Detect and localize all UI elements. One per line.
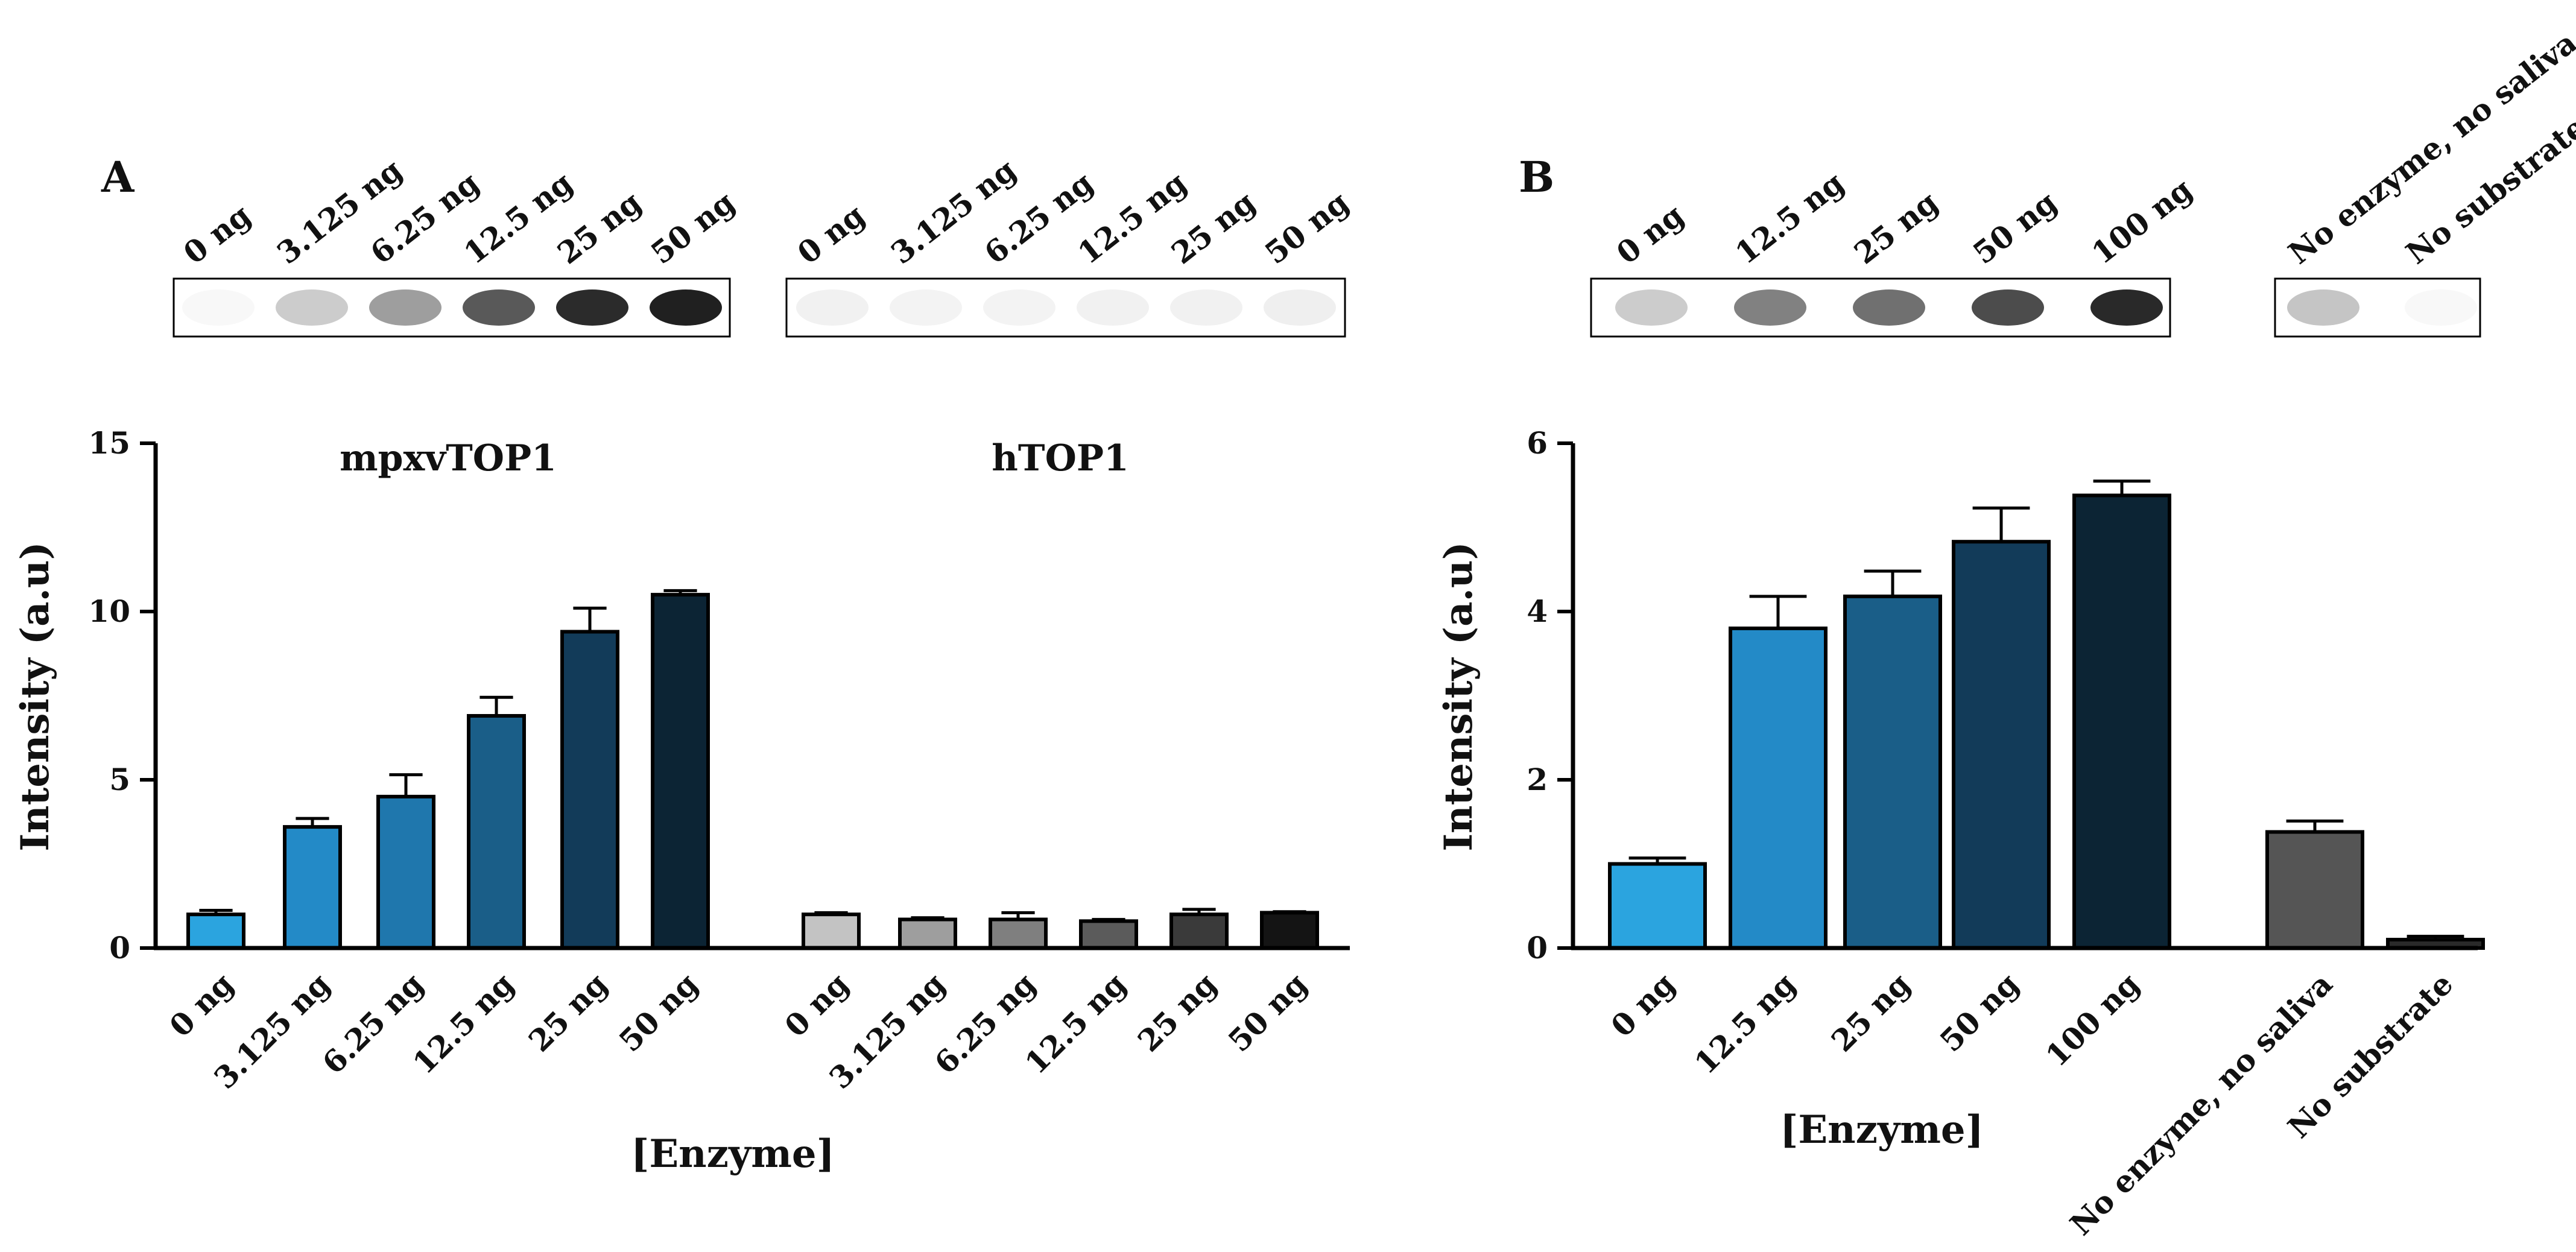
gel-lane-label: 50 ng [1966, 184, 2063, 271]
y-axis-title: Intensity (a.u) [1436, 542, 1481, 852]
gel-band [1853, 289, 1925, 326]
gel-lane-label: 100 ng [2085, 171, 2198, 271]
panel-letter-b: B [1519, 152, 1554, 202]
gel-frame [172, 277, 731, 338]
gel-band [650, 289, 722, 326]
gel-lane-label: 0 ng [177, 197, 258, 271]
gel-lane-label: 50 ng [1258, 184, 1355, 271]
bar-0-ng [802, 912, 861, 950]
bar-no-enzyme-no-saliva [2265, 830, 2364, 950]
bar-3-125-ng [283, 825, 342, 950]
x-category-label: 12.5 ng [1018, 966, 1133, 1081]
x-category-label: 50 ng [1933, 966, 2026, 1059]
bar-6-25-ng [376, 794, 435, 950]
y-tick-label: 10 [88, 593, 130, 629]
bar-0-ng [186, 912, 245, 950]
group-title: hTOP1 [992, 437, 1128, 479]
bar-0-ng [1608, 862, 1707, 950]
bar-25-ng [560, 630, 619, 950]
x-category-label: 0 ng [777, 966, 855, 1044]
y-tick-label: 6 [1527, 425, 1548, 461]
gel-band [556, 289, 628, 326]
y-tick-label: 2 [1527, 762, 1548, 797]
gel-band [1170, 289, 1242, 326]
x-category-label: 0 ng [1604, 966, 1682, 1044]
bar-25-ng [1843, 594, 1942, 950]
y-tick-label: 5 [109, 762, 130, 797]
panel-letter-a: A [101, 152, 135, 202]
gel-lane-label: 0 ng [1610, 197, 1691, 271]
gel-frame [785, 277, 1346, 338]
gel-band [1615, 289, 1688, 326]
gel-lane-label: 25 ng [1847, 184, 1945, 271]
bar-12-5-ng [1079, 919, 1138, 950]
bar-50-ng [1952, 540, 2051, 950]
x-category-label: 25 ng [1824, 966, 1917, 1059]
bar-12-5-ng [1729, 626, 1828, 950]
gel-band [369, 289, 441, 326]
bar-100-ng [2072, 493, 2171, 950]
gel-band [276, 289, 348, 326]
y-tick-label: 15 [88, 425, 130, 461]
y-tick-label: 0 [109, 930, 130, 966]
x-axis-title: [Enzyme] [631, 1131, 835, 1177]
x-category-label: 12.5 ng [406, 966, 521, 1081]
bar-25-ng [1169, 912, 1229, 950]
gel-lane-label: 12.5 ng [1729, 165, 1850, 271]
bar-12-5-ng [467, 713, 526, 950]
x-category-label: 50 ng [1221, 966, 1314, 1059]
bar-6-25-ng [989, 917, 1048, 950]
gel-band [796, 289, 869, 326]
gel-band [983, 289, 1055, 326]
x-axis-title: [Enzyme] [1780, 1107, 1984, 1152]
x-category-label: 12.5 ng [1688, 966, 1803, 1081]
gel-band [1264, 289, 1336, 326]
bar-3-125-ng [898, 917, 957, 950]
x-category-label: 0 ng [162, 966, 240, 1044]
gel-band [1972, 289, 2044, 326]
gel-band [2287, 289, 2359, 326]
bar-50-ng [1260, 911, 1319, 950]
gel-lane-label: 50 ng [644, 184, 741, 271]
x-category-label: 100 ng [2039, 966, 2146, 1073]
gel-band [1077, 289, 1149, 326]
y-tick-label: 0 [1527, 930, 1548, 966]
gel-band [2090, 289, 2163, 326]
bar-50-ng [651, 593, 710, 950]
gel-band [463, 289, 535, 326]
x-category-label: 50 ng [612, 966, 705, 1059]
y-tick-label: 4 [1527, 593, 1548, 629]
x-category-label: 25 ng [522, 966, 615, 1059]
gel-band [1734, 289, 1806, 326]
gel-band [2405, 289, 2477, 326]
y-axis-title: Intensity (a.u) [13, 542, 58, 852]
gel-band [890, 289, 962, 326]
gel-band [182, 289, 255, 326]
gel-lane-label: 0 ng [791, 197, 872, 271]
group-title: mpxvTOP1 [340, 437, 557, 479]
x-category-label: 25 ng [1131, 966, 1224, 1059]
